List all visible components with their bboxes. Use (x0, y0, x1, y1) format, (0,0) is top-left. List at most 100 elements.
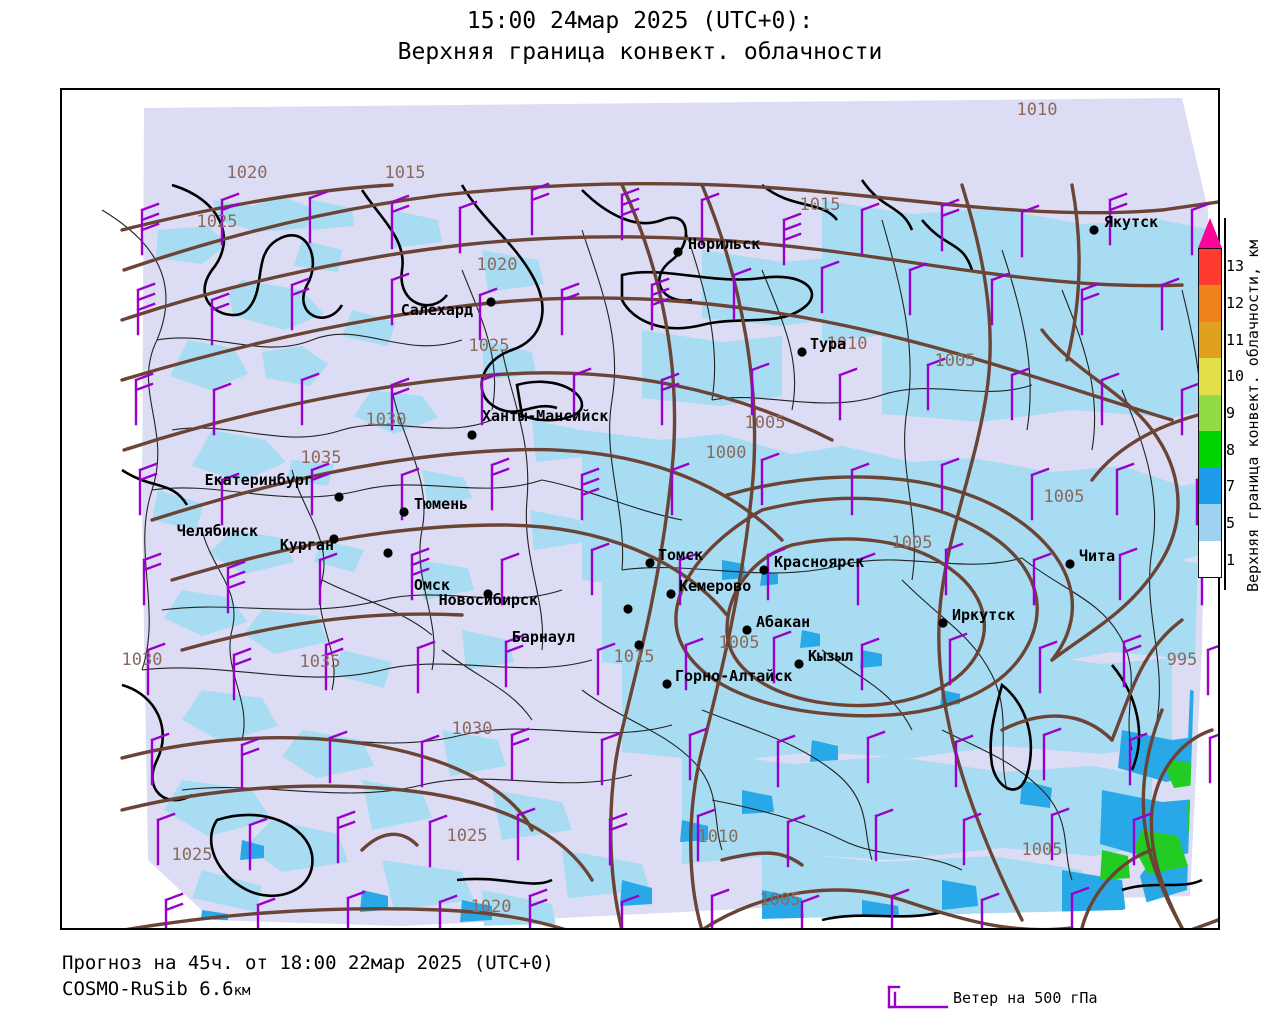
colorbar-band-8 (1199, 431, 1221, 468)
city-marker (759, 565, 769, 575)
city-marker (486, 297, 496, 307)
city-label: Омск (414, 576, 450, 594)
colorbar-band-1 (1199, 540, 1221, 577)
model-name: COSMO-RuSib 6.6 (62, 978, 234, 1000)
colorbar-tick-11: 11 (1226, 330, 1245, 349)
isobar-label: 1025 (469, 336, 510, 356)
city-marker (399, 507, 409, 517)
city-label: Кемерово (679, 577, 751, 595)
isobar-label: 1030 (366, 410, 407, 430)
city-label: Екатеринбург (205, 471, 313, 489)
wind-legend-barb (887, 985, 949, 1009)
isobar-label: 1005 (935, 351, 976, 371)
colorbar-band-11 (1199, 321, 1221, 359)
city-marker (794, 659, 804, 669)
isobar-label: 1005 (745, 413, 786, 433)
title-parameter: Верхняя граница конвект. облачности (397, 39, 883, 65)
isobar-label: 1030 (452, 719, 493, 739)
city-marker (383, 548, 393, 558)
isobar-label: 1020 (227, 163, 268, 183)
city-label: Тура (810, 335, 846, 353)
city-marker (742, 625, 752, 635)
colorbar-tick-12: 12 (1226, 294, 1245, 312)
city-marker (623, 604, 633, 614)
colorbar: 13 12 11 10 9 8 7 5 1 (1196, 218, 1280, 590)
isobar-label: 1005 (1022, 840, 1063, 860)
city-marker (1065, 559, 1075, 569)
isobar-labels: 1010 1020 1015 1015 1025 1020 1010 1005 1025 1030… (122, 100, 1198, 917)
colorbar-band-9 (1199, 394, 1221, 432)
colorbar-bands (1198, 248, 1222, 578)
colorbar-top-arrow (1198, 218, 1222, 248)
city-label: Челябинск (177, 522, 258, 540)
map-canvas[interactable]: 1010 1020 1015 1015 1025 1020 1010 1005 1025 1030… (62, 90, 1218, 928)
wind-legend: Ветер на 500 гПа (875, 985, 1205, 1015)
city-marker (797, 347, 807, 357)
city-label: Тюмень (414, 495, 468, 513)
isobar-label: 995 (1167, 650, 1198, 670)
city-label: Норильск (688, 235, 760, 253)
city-marker (329, 534, 339, 544)
city-marker (666, 589, 676, 599)
city-label: Иркутск (952, 606, 1015, 624)
city-label: Ханты-Мансийск (482, 407, 608, 425)
city-marker (634, 640, 644, 650)
city-label: Новосибирск (439, 591, 538, 609)
colorbar-tick-7: 7 (1226, 477, 1236, 496)
colorbar-band-12 (1199, 285, 1221, 322)
colorbar-band-13 (1199, 249, 1221, 286)
city-marker (673, 247, 683, 257)
model-unit: км (233, 983, 251, 999)
city-label: Томск (658, 546, 703, 564)
colorbar-axis-title: Верхняя граница конвект. облачности, км (1244, 0, 1270, 592)
city-marker (467, 430, 477, 440)
isobar-label: 1005 (719, 633, 760, 653)
colorbar-axis-title-text: Верхняя граница конвект. облачности, км (1244, 239, 1262, 592)
isobar-label: 1020 (471, 897, 512, 917)
colorbar-band-10 (1199, 358, 1221, 395)
city-label: Горно-Алтайск (675, 667, 792, 685)
colorbar-band-5 (1199, 504, 1221, 541)
colorbar-tick-13: 13 (1226, 257, 1245, 276)
isobar-label: 1020 (477, 255, 518, 275)
colorbar-band-7 (1199, 467, 1221, 505)
city-marker (483, 589, 493, 599)
city-label: Красноярск (774, 553, 864, 571)
city-marker (645, 558, 655, 568)
city-label: Курган (280, 536, 334, 554)
city-layer: Якутск Норильск Салехард Тура Ханты-Мансийск… (177, 213, 1158, 689)
colorbar-tick-9: 9 (1226, 404, 1236, 422)
isobar-label: 1010 (827, 334, 868, 354)
isobar-label: 1025 (197, 212, 238, 232)
city-label: Салехард (401, 301, 473, 319)
forecast-info: Прогноз на 45ч. от 18:00 22мар 2025 (UTC… (62, 952, 554, 974)
isobar-label: 1010 (1017, 100, 1058, 120)
isobar-label: 1025 (447, 826, 488, 846)
isobar-label: 1030 (122, 650, 163, 670)
isobar-label: 1035 (301, 448, 342, 468)
colorbar-tick-10: 10 (1226, 367, 1245, 386)
isobar-label: 1010 (698, 827, 739, 847)
city-marker (662, 679, 672, 689)
colorbar-axis-line (1224, 218, 1226, 590)
colorbar-tick-1: 1 (1226, 550, 1236, 569)
city-label: Якутск (1104, 213, 1158, 231)
city-label: Кызыл (808, 647, 853, 665)
city-label: Чита (1079, 547, 1115, 565)
isobar-label: 1015 (385, 163, 426, 183)
city-marker (1089, 225, 1099, 235)
isobars (120, 181, 1218, 928)
city-marker (938, 618, 948, 628)
colorbar-tick-labels: 13 12 11 10 9 8 7 5 1 (1226, 236, 1266, 586)
isobar-label: 1005 (760, 890, 801, 910)
isobar-label: 1035 (300, 652, 341, 672)
isobar-label: 1025 (172, 845, 213, 865)
colorbar-tick-5: 5 (1226, 514, 1236, 532)
isobar-label: 1015 (614, 647, 655, 667)
model-info: COSMO-RuSib 6.6км (62, 976, 554, 1004)
weather-map[interactable]: 1010 1020 1015 1015 1025 1020 1010 1005 1025 1030… (60, 88, 1220, 930)
city-label: Барнаул (512, 628, 575, 646)
footer: Прогноз на 45ч. от 18:00 22мар 2025 (UTC… (62, 950, 554, 1004)
wind-barbs (134, 182, 1218, 928)
isobar-label: 1000 (706, 443, 747, 463)
